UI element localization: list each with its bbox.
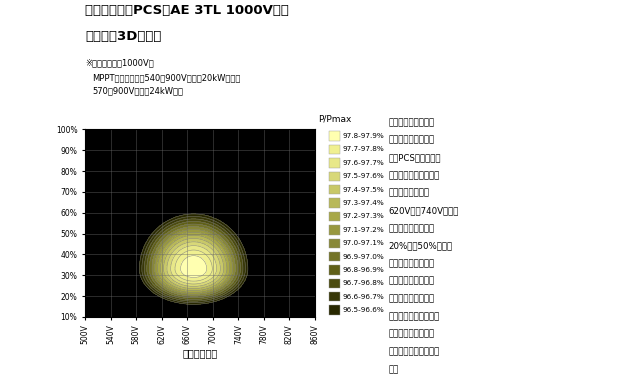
Text: ※最大入力電圧1000V、: ※最大入力電圧1000V、 — [85, 58, 154, 67]
Text: 97.3-97.4%: 97.3-97.4% — [343, 200, 384, 206]
Text: 570～900V（三相24kW機）: 570～900V（三相24kW機） — [93, 86, 183, 95]
Text: 97.8-97.9%: 97.8-97.9% — [343, 133, 384, 139]
Text: やすい。周囲温度の: やすい。周囲温度の — [389, 277, 435, 286]
Text: 97.6-97.7%: 97.6-97.7% — [343, 160, 384, 166]
Text: 効率を達成し易いとい: 効率を達成し易いとい — [389, 347, 440, 356]
Text: 陽電池の直流入力電: 陽電池の直流入力電 — [389, 136, 435, 145]
Text: が一番高い効率が出: が一番高い効率が出 — [389, 259, 435, 268]
Text: 96.8-96.9%: 96.8-96.9% — [343, 267, 384, 273]
Text: 97.1-97.2%: 97.1-97.2% — [343, 227, 384, 233]
Text: 97.0-97.1%: 97.0-97.1% — [343, 240, 384, 246]
Text: 96.7-96.8%: 96.7-96.8% — [343, 280, 384, 286]
Text: 出力としては、定格: 出力としては、定格 — [389, 224, 435, 233]
Text: P/Pmax: P/Pmax — [318, 115, 352, 124]
Text: 96.6-96.7%: 96.6-96.7% — [343, 294, 384, 300]
Text: 620Vから740Vの間。: 620Vから740Vの間。 — [389, 206, 459, 215]
Text: 変換効率3Dグラフ: 変換効率3Dグラフ — [85, 30, 161, 43]
Text: 97.7-97.8%: 97.7-97.8% — [343, 147, 384, 153]
Text: MPPT制御可能範囲540～900V（三相20kW機）、: MPPT制御可能範囲540～900V（三相20kW機）、 — [93, 73, 241, 82]
X-axis label: 直流入力電圧: 直流入力電圧 — [183, 348, 217, 358]
Text: 97.5-97.6%: 97.5-97.6% — [343, 173, 384, 179]
Text: う。: う。 — [389, 365, 399, 374]
Text: される。最も高い効率: される。最も高い効率 — [389, 171, 440, 180]
Text: 圧とPCS出力に影響: 圧とPCS出力に影響 — [389, 153, 441, 162]
Text: は、直流入力電圧: は、直流入力電圧 — [389, 189, 430, 198]
Text: 変換効率は、主に太: 変換効率は、主に太 — [389, 118, 435, 127]
Text: 96.5-96.6%: 96.5-96.6% — [343, 307, 384, 313]
Text: 97.4-97.5%: 97.4-97.5% — [343, 187, 384, 193]
Text: 20%から50%の範囲: 20%から50%の範囲 — [389, 242, 453, 250]
Text: 変動による効率への: 変動による効率への — [389, 294, 435, 303]
Text: 96.9-97.0%: 96.9-97.0% — [343, 254, 384, 260]
Text: レフソール製PCS「AE 3TL 1000V」の: レフソール製PCS「AE 3TL 1000V」の — [85, 4, 289, 17]
Text: 97.2-97.3%: 97.2-97.3% — [343, 213, 384, 219]
Text: 影響も小さく、特に朝: 影響も小さく、特に朝 — [389, 312, 440, 321]
Text: 夕の低照射時に最高: 夕の低照射時に最高 — [389, 330, 435, 339]
